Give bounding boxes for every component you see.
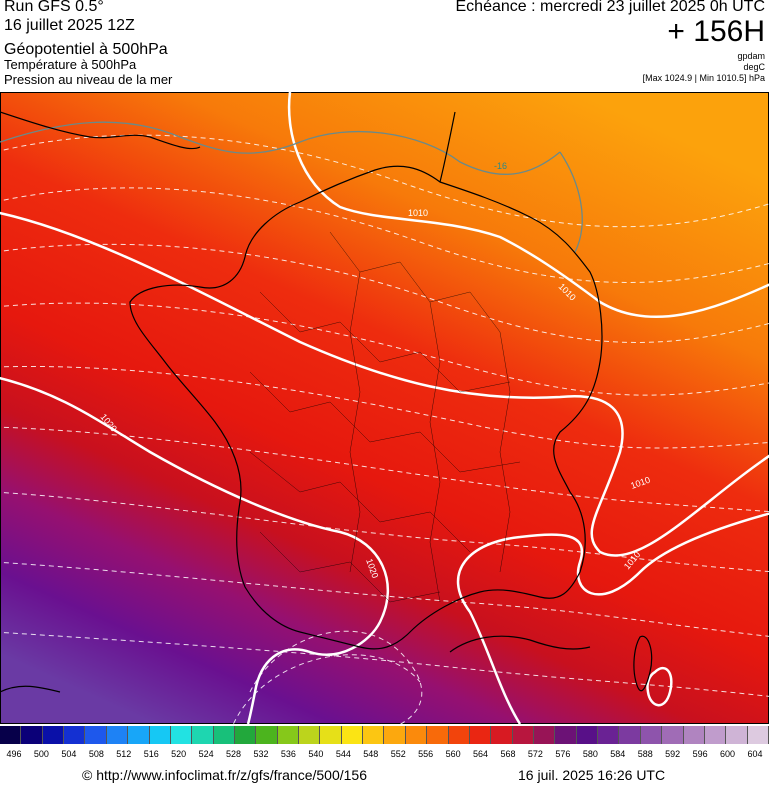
- colorbar-swatch: [576, 726, 599, 744]
- colorbar-swatch: [21, 726, 43, 744]
- unit-temperature: degC: [743, 62, 765, 72]
- colorbar-swatch: [469, 726, 492, 744]
- colorbar-swatch: [85, 726, 107, 744]
- colorbar-swatch: [256, 726, 278, 744]
- colorbar-tick-label: 552: [390, 749, 406, 759]
- colorbar-swatch: [192, 726, 214, 744]
- colorbar-tick-label: 496: [6, 749, 22, 759]
- colorbar-tick-label: 556: [418, 749, 434, 759]
- colorbar-swatch: [448, 726, 470, 744]
- colorbar-swatch: [726, 726, 748, 744]
- weather-map: 1010 1010 1020 1020 1010 1010 -16: [0, 92, 769, 724]
- colorbar-swatch: [384, 726, 406, 744]
- param-pressure: Pression au niveau de la mer: [4, 72, 173, 87]
- colorbar-swatch: [234, 726, 257, 744]
- colorbar-tick-label: 592: [665, 749, 681, 759]
- colorbar-swatch: [341, 726, 364, 744]
- colorbar-tick-label: 504: [61, 749, 77, 759]
- colorbar-tick-label: 572: [527, 749, 543, 759]
- colorbar-tick-label: 548: [363, 749, 379, 759]
- isobars: [0, 92, 769, 724]
- colorbar-tick-label: 544: [335, 749, 351, 759]
- colorbar-tick-label: 516: [143, 749, 159, 759]
- temperature-field: [0, 92, 769, 724]
- colorbar-swatch: [213, 726, 235, 744]
- colorbar-tick-label: 532: [253, 749, 269, 759]
- colorbar-swatch: [533, 726, 556, 744]
- colorbar-tick-label: 560: [445, 749, 461, 759]
- colorbar-swatch: [106, 726, 129, 744]
- colorbar-tick-label: 596: [692, 749, 708, 759]
- colorbar-swatch: [704, 726, 727, 744]
- colorbar-swatch: [170, 726, 193, 744]
- colorbar-swatch: [683, 726, 705, 744]
- colorbar-swatch: [363, 726, 385, 744]
- footer-url[interactable]: © http://www.infoclimat.fr/z/gfs/france/…: [82, 767, 367, 783]
- forecast-valid-time: Echéance : mercredi 23 juillet 2025 0h U…: [455, 0, 766, 15]
- geopotential-contours: [0, 134, 769, 724]
- colorbar-swatch: [0, 726, 22, 744]
- run-date: 16 juillet 2025 12Z: [4, 17, 135, 34]
- unit-geopotential: gpdam: [737, 51, 765, 61]
- colorbar-swatch: [640, 726, 663, 744]
- colorbar-tick-label: 540: [308, 749, 324, 759]
- pressure-range: [Max 1024.9 | Min 1010.5] hPa: [642, 73, 765, 83]
- colorbar-tick-label: 568: [500, 749, 516, 759]
- colorbar-tick-label: 584: [610, 749, 626, 759]
- colorbar-tick-label: 576: [555, 749, 571, 759]
- colorbar-tick-label: 508: [88, 749, 104, 759]
- colorbar-tick-label: 512: [116, 749, 132, 759]
- colorbar-swatch: [491, 726, 513, 744]
- colorbar-swatch: [662, 726, 684, 744]
- colorbar-swatch: [619, 726, 641, 744]
- isotherm: [0, 121, 583, 253]
- param-geopotential: Géopotentiel à 500hPa: [4, 41, 168, 58]
- colorbar-tick-label: 500: [33, 749, 49, 759]
- colorbar-swatch: [747, 726, 769, 744]
- colorbar-tick-label: 604: [747, 749, 763, 759]
- isotherm-label: -16: [494, 161, 507, 171]
- colorbar-tick-label: 580: [582, 749, 598, 759]
- colorbar-swatch: [512, 726, 534, 744]
- colorbar-swatch: [149, 726, 171, 744]
- country-borders: [0, 111, 653, 693]
- colorbar-tick-label: 588: [637, 749, 653, 759]
- colorbar-tick-label: 536: [280, 749, 296, 759]
- footer-generated-date: 16 juil. 2025 16:26 UTC: [518, 767, 666, 783]
- colorbar-ticks: 496 500 504 508 512 516 520 524 528 532 536 540 544 5…: [0, 749, 769, 761]
- colorbar-tick-label: 564: [473, 749, 489, 759]
- colorbar-swatch: [277, 726, 300, 744]
- region-borders: [249, 231, 521, 603]
- colorbar-swatch: [598, 726, 620, 744]
- param-temperature: Température à 500hPa: [4, 57, 137, 72]
- colorbar-swatch: [320, 726, 342, 744]
- isobar-label: 1010: [408, 208, 428, 218]
- colorbar-tick-label: 524: [198, 749, 214, 759]
- colorbar-swatch: [64, 726, 86, 744]
- colorbar-tick-label: 600: [720, 749, 736, 759]
- run-title: Run GFS 0.5°: [4, 0, 104, 15]
- colorbar-swatch: [299, 726, 321, 744]
- lead-time: + 156H: [667, 15, 765, 48]
- colorbar-swatch: [405, 726, 428, 744]
- colorbar-swatch: [42, 726, 65, 744]
- colorbar-swatch: [128, 726, 150, 744]
- colorbar-tick-label: 520: [171, 749, 187, 759]
- colorbar-swatch: [427, 726, 449, 744]
- colorbar-tick-label: 528: [226, 749, 242, 759]
- colorbar: [0, 726, 769, 744]
- colorbar-swatch: [555, 726, 577, 744]
